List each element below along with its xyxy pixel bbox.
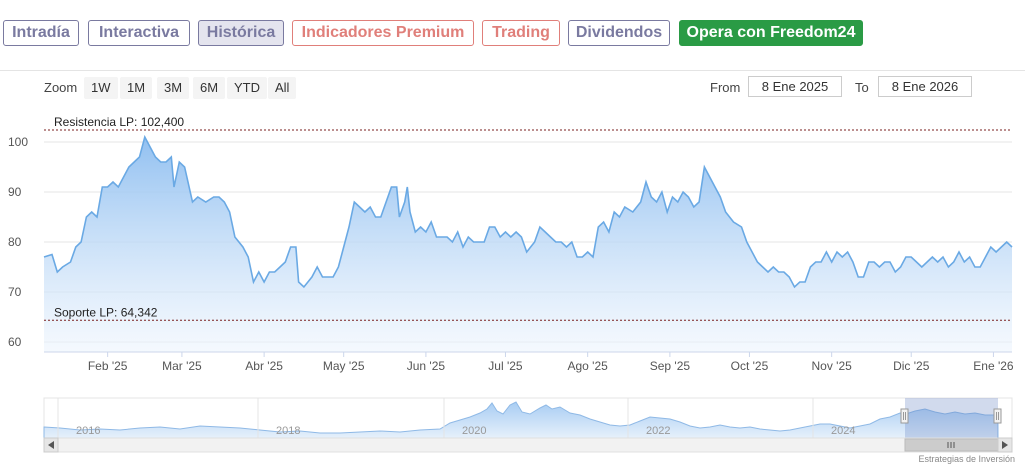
chart-tabs: Intradía Interactiva Histórica Indicador… [0, 0, 1025, 71]
tab-intradia[interactable]: Intradía [3, 20, 79, 46]
scrollbar-right-arrow-icon [1002, 441, 1008, 449]
y-tick-label: 80 [8, 235, 22, 249]
support-resistance-lines: Resistencia LP: 102,400 Soporte LP: 64,34… [44, 115, 1012, 321]
y-tick-label: 100 [8, 135, 28, 149]
tab-historica[interactable]: Histórica [198, 20, 284, 46]
from-label: From [710, 80, 741, 95]
navigator-year-labels: 2016 2018 2020 2022 2024 [57, 398, 855, 438]
navigator-series [43, 401, 999, 439]
x-tick-label: Mar '25 [162, 359, 202, 373]
x-tick-label: May '25 [323, 359, 365, 373]
x-tick-label: Dic '25 [893, 359, 930, 373]
tab-trading[interactable]: Trading [482, 20, 560, 46]
tab-opera-freedom24[interactable]: Opera con Freedom24 [679, 20, 863, 46]
tab-dividendos[interactable]: Dividendos [568, 20, 670, 46]
navigator-year-label: 2022 [646, 425, 670, 437]
x-axis-labels: Feb '25 Mar '25 Abr '25 May '25 Jun '25 Jul '… [88, 352, 1014, 373]
navigator-selection-mask[interactable] [905, 398, 998, 438]
zoom-3m-button[interactable]: 3M [157, 77, 190, 99]
tab-interactiva[interactable]: Interactiva [88, 20, 190, 46]
navigator-left-handle[interactable] [900, 408, 909, 424]
zoom-ytd-button[interactable]: YTD [227, 77, 267, 99]
to-label: To [855, 80, 869, 95]
zoom-label: Zoom [44, 80, 78, 95]
navigator-year-label: 2024 [831, 425, 855, 437]
y-axis-labels: 60 70 80 90 100 [8, 135, 28, 349]
x-tick-label: Feb '25 [88, 359, 128, 373]
level-label: Soporte LP: 64,342 [54, 305, 158, 319]
credits[interactable]: Estrategias de Inversión [918, 454, 1015, 464]
zoom-all-button[interactable]: All [268, 77, 297, 99]
level-label: Resistencia LP: 102,400 [54, 115, 184, 129]
price-area [44, 137, 1012, 352]
x-tick-label: Ago '25 [568, 359, 609, 373]
x-tick-label: Oct '25 [731, 359, 769, 373]
price-line [43, 134, 1013, 289]
navigator-year-label: 2016 [76, 425, 100, 437]
scrollbar-track[interactable] [43, 437, 1013, 453]
from-date-input[interactable]: 8 Ene 2025 [748, 76, 842, 97]
zoom-6m-button[interactable]: 6M [193, 77, 226, 99]
zoom-1m-button[interactable]: 1M [120, 77, 153, 99]
x-tick-label: Ene '26 [973, 359, 1014, 373]
zoom-1w-button[interactable]: 1W [84, 77, 118, 99]
x-tick-label: Jul '25 [488, 359, 523, 373]
scrollbar-left-arrow-icon [48, 441, 54, 449]
x-tick-label: Nov '25 [812, 359, 853, 373]
x-tick-label: Abr '25 [245, 359, 283, 373]
y-tick-label: 60 [8, 335, 22, 349]
navigator-right-handle[interactable] [993, 408, 1002, 424]
x-tick-label: Jun '25 [407, 359, 446, 373]
x-tick-label: Sep '25 [650, 359, 691, 373]
navigator-year-label: 2018 [276, 425, 300, 437]
scrollbar[interactable] [43, 437, 1013, 453]
navigator: 2016 2018 2020 2022 2024 [43, 397, 1013, 439]
y-tick-label: 90 [8, 185, 22, 199]
tab-indicadores-premium[interactable]: Indicadores Premium [292, 20, 474, 46]
navigator-year-label: 2020 [462, 425, 486, 437]
y-tick-label: 70 [8, 285, 22, 299]
to-date-input[interactable]: 8 Ene 2026 [878, 76, 972, 97]
